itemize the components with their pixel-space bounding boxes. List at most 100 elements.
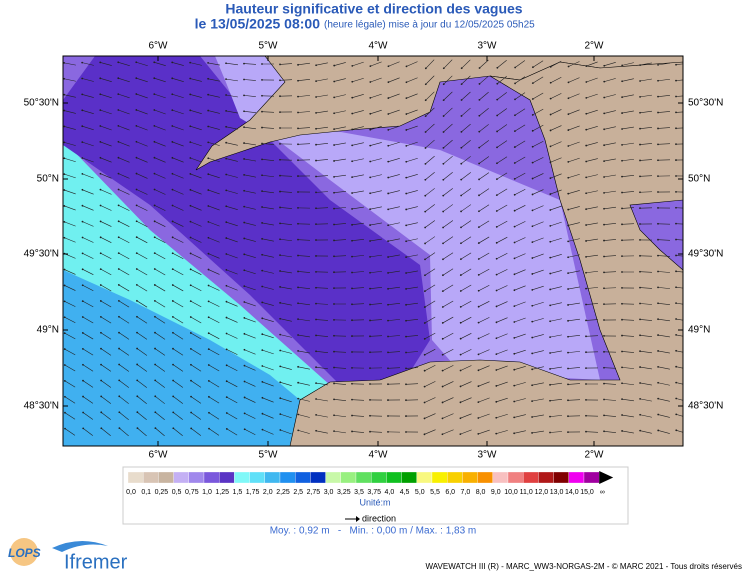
arrow-head: [424, 258, 426, 260]
arrow-head: [100, 189, 102, 191]
arrow-head: [442, 195, 444, 197]
arrow-head: [315, 128, 317, 130]
arrow-head: [621, 176, 623, 178]
arrow-head: [279, 127, 281, 129]
arrow-head: [118, 364, 120, 366]
arrow-head: [351, 208, 353, 210]
arrow-head: [369, 272, 371, 274]
arrow-head: [639, 175, 641, 177]
arrow-head: [225, 110, 227, 112]
arrow-head: [387, 161, 389, 163]
arrow-head: [567, 145, 569, 147]
lat-label-right: 48°30'N: [688, 401, 723, 412]
arrow-head: [621, 239, 623, 241]
arrow-head: [459, 433, 461, 435]
arrow-head: [190, 300, 192, 302]
legend-swatch: [417, 472, 432, 483]
arrow-head: [387, 352, 389, 354]
arrow-head: [585, 224, 587, 226]
arrow-head: [208, 237, 210, 239]
arrow-head: [369, 351, 371, 353]
arrow-head: [190, 428, 192, 430]
arrow-head: [207, 78, 209, 80]
arrow-head: [64, 316, 66, 318]
arrow-head: [297, 334, 299, 336]
arrow-head: [549, 400, 551, 402]
arrow-head: [189, 94, 191, 96]
arrow-head: [82, 253, 84, 255]
arrow-head: [279, 95, 281, 97]
arrow-head: [531, 432, 533, 434]
arrow-head: [603, 113, 605, 115]
arrow-head: [657, 96, 659, 98]
lon-label-top: 4°W: [369, 41, 389, 52]
arrow-head: [460, 370, 462, 372]
arrow-head: [351, 367, 353, 369]
legend-swatch: [478, 472, 493, 483]
arrow-head: [675, 223, 677, 225]
arrow-head: [63, 126, 65, 128]
arrow-head: [207, 221, 209, 223]
arrow-head: [82, 380, 84, 382]
arrow-head: [478, 147, 480, 149]
legend-label: 3,25: [337, 489, 351, 496]
arrow-head: [351, 176, 353, 178]
arrow-head: [99, 141, 101, 143]
arrow-head: [675, 429, 677, 431]
legend-label: 12,0: [535, 489, 549, 496]
arrow-head: [496, 131, 498, 133]
legend-label: 14,0: [565, 489, 579, 496]
arrow-head: [154, 284, 156, 286]
arrow-head: [532, 82, 534, 84]
arrow-head: [387, 336, 389, 338]
arrow-head: [424, 227, 426, 229]
arrow-head: [585, 161, 587, 163]
arrow-head: [171, 141, 173, 143]
arrow-head: [154, 364, 156, 366]
arrow-head: [443, 131, 445, 133]
arrow-head: [279, 159, 281, 161]
arrow-head: [585, 240, 587, 242]
arrow-head: [514, 210, 516, 212]
arrow-head: [369, 335, 371, 337]
arrow-head: [135, 93, 137, 95]
arrow-head: [424, 370, 426, 372]
arrow-head: [118, 220, 120, 222]
arrow-head: [621, 351, 623, 353]
arrow-head: [189, 173, 191, 175]
arrow-head: [478, 322, 480, 324]
arrow-head: [351, 240, 353, 242]
arrow-head: [81, 78, 83, 80]
arrow-head: [514, 130, 516, 132]
arrow-head: [675, 318, 677, 320]
legend-label: 2,5: [293, 489, 303, 496]
arrow-head: [333, 81, 335, 83]
arrow-head: [442, 163, 444, 165]
arrow-head: [513, 416, 515, 418]
arrow-head: [478, 99, 480, 101]
arrow-head: [657, 143, 659, 145]
arrow-head: [100, 316, 102, 318]
arrow-head: [585, 431, 587, 433]
arrow-head: [657, 382, 659, 384]
arrow-head: [514, 162, 516, 164]
arrow-head: [136, 411, 138, 413]
arrow-head: [225, 221, 227, 223]
arrow-head: [460, 226, 462, 228]
arrow-head: [460, 211, 462, 213]
arrow-head: [514, 83, 516, 85]
arrow-head: [460, 322, 462, 324]
lat-label-left: 50°N: [37, 174, 59, 185]
arrow-head: [297, 223, 299, 225]
arrow-head: [405, 145, 407, 147]
arrow-head: [478, 258, 480, 260]
arrow-head: [514, 242, 516, 244]
legend-swatch: [204, 472, 219, 483]
legend-swatch: [447, 472, 462, 483]
legend-label: 4,5: [400, 489, 410, 496]
arrow-head: [603, 192, 605, 194]
arrow-head: [496, 258, 498, 260]
arrow-head: [351, 415, 353, 417]
arrow-head: [568, 113, 570, 115]
legend-label: ∞: [600, 489, 605, 496]
